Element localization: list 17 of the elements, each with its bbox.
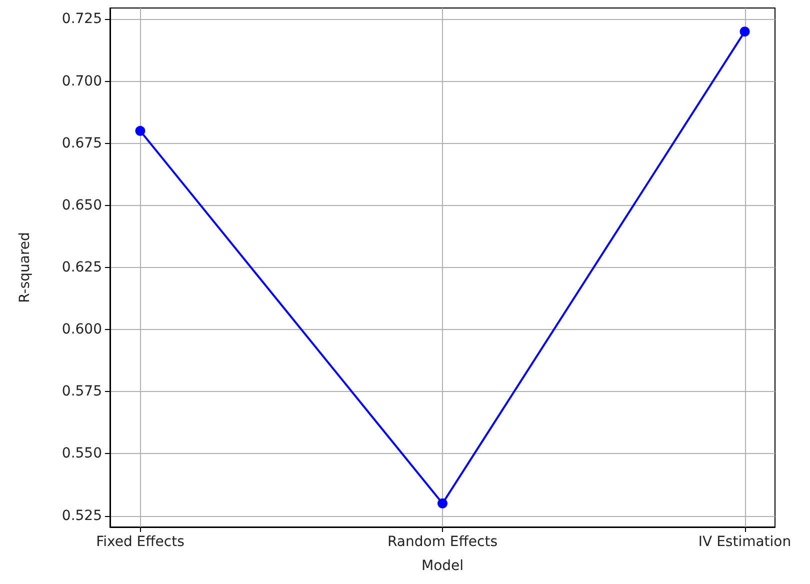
y-tick-label: 0.725 bbox=[62, 11, 102, 28]
y-axis-title: R-squared bbox=[17, 232, 33, 303]
point bbox=[438, 498, 448, 508]
point bbox=[740, 26, 750, 37]
y-tick-label: 0.600 bbox=[62, 322, 102, 338]
y-tick-label: 0.625 bbox=[62, 260, 102, 276]
point bbox=[135, 126, 146, 136]
x-axis-title: Model bbox=[421, 558, 464, 574]
x-tick-label: Random Effects bbox=[388, 534, 498, 550]
y-tick-label: 0.550 bbox=[62, 446, 102, 462]
y-tick-label: 0.575 bbox=[62, 384, 102, 400]
y-tick-label: 0.650 bbox=[62, 197, 102, 214]
y-tick-label: 0.525 bbox=[62, 508, 102, 524]
y-tick-label: 0.675 bbox=[62, 135, 102, 152]
x-tick-label: Fixed Effects bbox=[96, 534, 184, 550]
y-tick-label: 0.700 bbox=[62, 73, 102, 90]
x-tick-label: IV Estimation bbox=[698, 534, 792, 550]
